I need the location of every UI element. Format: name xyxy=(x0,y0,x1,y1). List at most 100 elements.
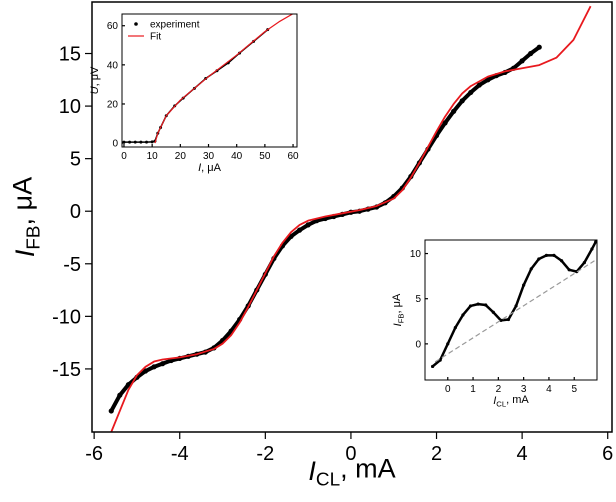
data-point xyxy=(128,140,132,144)
data-point xyxy=(145,140,149,144)
label-symbol: I xyxy=(308,456,316,486)
x-axis-label: ICL, mA xyxy=(493,394,529,408)
x-tick-label: 60 xyxy=(287,151,299,162)
y-tick-label: 0 xyxy=(70,201,81,223)
legend-label: experiment xyxy=(150,20,200,31)
data-point xyxy=(485,77,491,83)
data-point xyxy=(108,408,114,414)
x-tick-label: 3 xyxy=(521,384,527,395)
y-tick-label: -10 xyxy=(52,306,81,328)
x-tick-label: 4 xyxy=(546,384,552,395)
axes-frame xyxy=(91,1,613,433)
data-point xyxy=(453,326,457,330)
y-tick-label: 5 xyxy=(415,294,421,305)
data-point xyxy=(476,82,482,88)
panel-background xyxy=(122,14,297,147)
data-point xyxy=(139,140,143,144)
data-point xyxy=(506,317,511,322)
x-tick-label: 0 xyxy=(121,151,127,162)
y-axis-label: IFB, μA xyxy=(8,177,45,257)
label-subscript: CL xyxy=(316,470,340,491)
data-point xyxy=(476,302,480,306)
x-tick-label: 6 xyxy=(602,443,613,465)
x-tick-label: 30 xyxy=(203,151,215,162)
panel: 0 10 20 30 40 50 60 0 20 40 60 I, μA U, μV experiment… xyxy=(89,13,299,174)
y-axis-label: IFB, μA xyxy=(391,293,405,326)
plot-area xyxy=(122,14,294,144)
data-point xyxy=(536,44,542,50)
x-tick-label: 20 xyxy=(175,151,187,162)
data-point xyxy=(117,392,123,398)
x-tick-label: 4 xyxy=(517,443,528,465)
panel-background xyxy=(425,240,597,380)
y-axis-label: U, μV xyxy=(89,66,101,94)
data-point xyxy=(582,260,586,265)
label-unit: , mA xyxy=(340,454,396,484)
y-tick-label: 5 xyxy=(70,149,81,171)
x-tick-label: -6 xyxy=(85,443,103,465)
label-symbol: I xyxy=(493,395,496,407)
y-tick-label: 0 xyxy=(415,339,421,350)
x-axis-label: I, μA xyxy=(198,162,222,174)
x-tick-label: 0 xyxy=(345,443,356,465)
data-point xyxy=(133,140,137,144)
y-tick-label: 20 xyxy=(107,99,119,110)
y-tick-label: -5 xyxy=(63,254,81,276)
label-symbol: I xyxy=(198,162,201,174)
label-unit: , μA xyxy=(391,293,403,313)
y-tick-label: -15 xyxy=(52,359,81,381)
axes-frame xyxy=(424,239,598,381)
data-point xyxy=(451,108,457,114)
data-point xyxy=(529,267,533,271)
label-subscript: CL xyxy=(496,399,507,408)
y-tick-label: 10 xyxy=(410,249,422,260)
x-tick-label: 5 xyxy=(571,384,577,395)
x-tick-label: 40 xyxy=(231,151,243,162)
y-tick-label: 0 xyxy=(112,139,118,150)
y-tick-label: 15 xyxy=(59,44,81,66)
fit-line xyxy=(110,5,592,432)
x-tick-label: -4 xyxy=(171,443,189,465)
data-point xyxy=(491,310,495,314)
y-tick-label: 10 xyxy=(59,96,81,118)
data-point xyxy=(296,227,303,233)
x-tick-label: 1 xyxy=(470,384,476,395)
label-symbol: U xyxy=(89,86,101,94)
data-point xyxy=(150,140,154,144)
data-point xyxy=(142,368,149,374)
data-point xyxy=(544,253,549,257)
data-point xyxy=(484,303,488,307)
data-point xyxy=(461,313,465,317)
x-tick-label: -2 xyxy=(256,443,274,465)
data-point xyxy=(590,247,594,251)
data-point xyxy=(522,283,526,287)
label-subscript: FB xyxy=(396,313,405,323)
x-tick-label: 2 xyxy=(431,443,442,465)
data-point xyxy=(537,257,541,261)
data-point xyxy=(594,240,597,244)
data-point xyxy=(430,364,435,369)
data-point xyxy=(552,253,556,257)
data-point xyxy=(459,98,465,104)
axes-frame xyxy=(121,13,298,148)
y-tick-label: 60 xyxy=(107,21,119,32)
data-point xyxy=(528,50,534,57)
label-subscript: FB xyxy=(24,225,45,249)
x-tick-label: 0 xyxy=(445,384,451,395)
legend-label: Fit xyxy=(150,32,161,43)
x-tick-label: 50 xyxy=(259,151,271,162)
data-point xyxy=(519,58,525,64)
x-tick-label: 10 xyxy=(147,151,159,162)
label-symbol: I xyxy=(392,323,404,326)
label-unit: , μA xyxy=(201,162,221,174)
data-point xyxy=(442,120,448,126)
data-point xyxy=(305,222,311,228)
data-point xyxy=(567,268,571,272)
x-axis-label: ICL, mA xyxy=(308,454,395,491)
plot-area xyxy=(108,5,592,432)
label-unit: , mA xyxy=(506,394,529,406)
data-point xyxy=(446,342,450,346)
